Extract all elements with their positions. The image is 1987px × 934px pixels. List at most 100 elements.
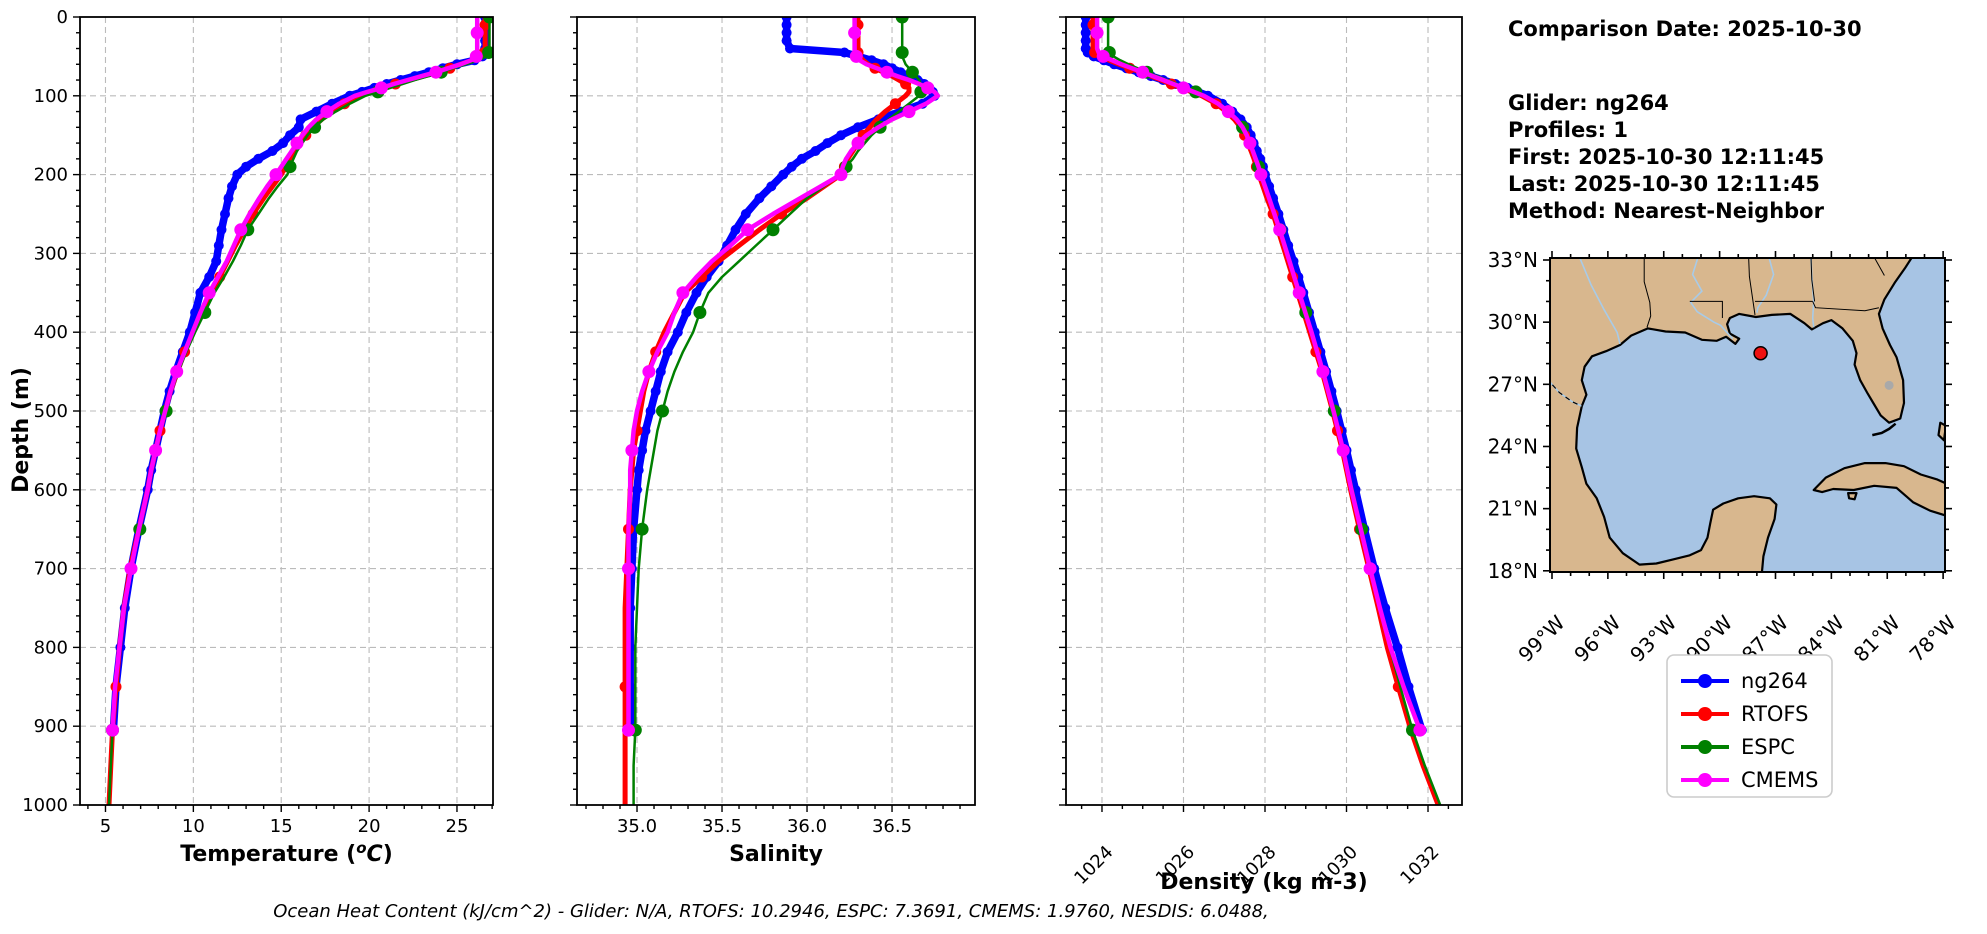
- comparison-date-text: Comparison Date: 2025-10-30: [1508, 17, 1862, 41]
- legend-item-RTOFS: RTOFS: [1681, 702, 1808, 726]
- series-markers-ng264: [108, 17, 491, 736]
- legend-label: ESPC: [1741, 735, 1795, 759]
- svg-text:0: 0: [57, 7, 68, 28]
- svg-text:300: 300: [34, 243, 68, 264]
- series-line-CMEMS: [110, 17, 480, 733]
- first-time-text: First: 2025-10-30 12:11:45: [1508, 145, 1824, 169]
- profiles-text: Profiles: 1: [1508, 118, 1628, 142]
- map-river: [1756, 258, 1775, 313]
- svg-text:800: 800: [34, 637, 68, 658]
- series-markers-CMEMS: [106, 26, 484, 737]
- series-line-ng264: [1081, 17, 1426, 734]
- svg-text:10: 10: [182, 816, 205, 837]
- svg-text:600: 600: [34, 480, 68, 501]
- map-state-border: [1810, 258, 1816, 302]
- depth-axis-label: Depth (m): [9, 367, 34, 493]
- glider-position-marker: [1753, 345, 1768, 361]
- svg-text:100: 100: [34, 86, 68, 107]
- salinity-axis-label: Salinity: [729, 842, 823, 867]
- svg-text:700: 700: [34, 559, 68, 580]
- legend-item-CMEMS: CMEMS: [1681, 768, 1819, 792]
- svg-text:200: 200: [34, 165, 68, 186]
- map-lake: [1884, 380, 1894, 390]
- legend-marker: [1698, 740, 1712, 754]
- axis-ticks: [570, 16, 961, 812]
- axis-ticks: [73, 16, 493, 812]
- map-florida-keys: [1872, 422, 1897, 437]
- series-markers-ESPC: [1101, 17, 1419, 737]
- svg-text:400: 400: [34, 322, 68, 343]
- svg-text:900: 900: [34, 716, 68, 737]
- svg-text:36.5: 36.5: [872, 816, 912, 837]
- legend-marker: [1698, 707, 1712, 721]
- series-line-CMEMS: [626, 17, 941, 733]
- legend-item-ESPC: ESPC: [1681, 735, 1795, 759]
- map-frame: [1549, 257, 1946, 573]
- legend-label: ng264: [1741, 669, 1808, 693]
- series-markers-ESPC: [628, 17, 928, 737]
- map-river: [1578, 258, 1621, 345]
- salinity-panel: 35.0 35.5 36.0 36.5: [570, 16, 976, 837]
- svg-text:30°N: 30°N: [1488, 310, 1538, 334]
- legend-label: CMEMS: [1741, 768, 1819, 792]
- temperature-axis-label: Temperature (oC): [180, 839, 393, 867]
- svg-text:24°N: 24°N: [1488, 434, 1538, 458]
- svg-text:96°W: 96°W: [1569, 610, 1625, 666]
- svg-text:1032: 1032: [1396, 842, 1443, 889]
- series: [619, 17, 941, 805]
- series: [1080, 17, 1442, 805]
- svg-text:5: 5: [100, 816, 111, 837]
- svg-text:1000: 1000: [22, 795, 68, 816]
- map-country-border: [1550, 381, 1583, 407]
- map-river: [1689, 258, 1734, 340]
- series-markers-ng264: [1080, 17, 1427, 736]
- tick-labels: 35.0 35.5 36.0 36.5: [617, 816, 912, 837]
- legend-item-ng264: ng264: [1681, 669, 1808, 693]
- axis-ticks: [1059, 16, 1450, 812]
- legend: ng264 RTOFS ESPC CMEMS: [1666, 654, 1833, 798]
- svg-text:500: 500: [34, 401, 68, 422]
- svg-text:20: 20: [358, 816, 381, 837]
- map-state-border: [1643, 258, 1652, 328]
- svg-text:15: 15: [270, 816, 293, 837]
- svg-text:35.0: 35.0: [617, 816, 657, 837]
- density-axis-label: Density (kg m-3): [1160, 870, 1368, 895]
- svg-text:36.0: 36.0: [787, 816, 827, 837]
- map-state-border: [1689, 300, 1723, 318]
- profile-panels: 5 10 15 20 25 0 100 200 300 400 500 600 700 800 900 100…: [22, 7, 1463, 889]
- map-content: [1550, 258, 1945, 572]
- temperature-panel: 5 10 15 20 25 0 100 200 300 400 500 600 700 800 900 100…: [22, 7, 494, 867]
- map-ticks: [1543, 251, 1952, 579]
- svg-text:27°N: 27°N: [1488, 372, 1538, 396]
- gulf-of-mexico-map: 33°N30°N27°N24°N21°N18°N99°W 96°W 93°W 90°W…: [1488, 248, 1961, 667]
- series-markers-CMEMS: [622, 26, 935, 737]
- series-line-CMEMS: [1094, 17, 1423, 733]
- glider-text: Glider: ng264: [1508, 91, 1669, 115]
- ohc-caption: Ocean Heat Content (kJ/cm^2) - Glider: N…: [273, 901, 1269, 922]
- svg-text:33°N: 33°N: [1488, 248, 1538, 272]
- last-time-text: Last: 2025-10-30 12:11:45: [1508, 172, 1820, 196]
- method-text: Method: Nearest-Neighbor: [1508, 199, 1825, 223]
- series-line-ng264: [626, 17, 939, 734]
- svg-text:99°W: 99°W: [1514, 610, 1570, 666]
- svg-text:81°W: 81°W: [1849, 610, 1905, 666]
- series-markers-CMEMS: [1090, 26, 1427, 737]
- map-state-border: [1812, 301, 1880, 312]
- density-panel: 1024 1026 1028 1030 1032: [1059, 16, 1463, 889]
- legend-label: RTOFS: [1741, 702, 1808, 726]
- legend-marker: [1698, 674, 1712, 688]
- map-state-border: [1874, 258, 1885, 276]
- series: [106, 17, 493, 805]
- legend-marker: [1698, 773, 1712, 787]
- map-state-border: [1748, 258, 1756, 315]
- svg-text:25: 25: [446, 816, 469, 837]
- map-land-mainland: [1550, 258, 1913, 572]
- tick-labels: 5 10 15 20 25 0 100 200 300 400 500 600 700 800 900 100…: [22, 7, 468, 837]
- svg-text:1024: 1024: [1070, 842, 1117, 889]
- info-panel: Comparison Date: 2025-10-30 Glider: ng26…: [1508, 17, 1862, 223]
- legend-box: [1666, 654, 1833, 798]
- map-land-cuba: [1812, 462, 1945, 517]
- svg-text:21°N: 21°N: [1488, 497, 1538, 521]
